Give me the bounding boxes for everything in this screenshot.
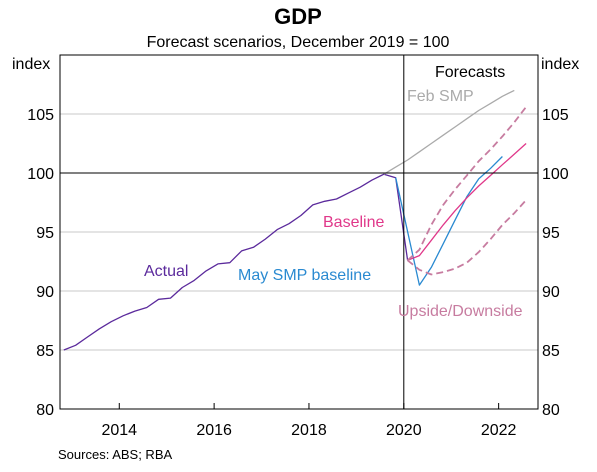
y-tick-label: 100 — [542, 166, 569, 183]
series-line-feb-smp — [383, 89, 515, 175]
y-tick-label: 80 — [36, 402, 54, 419]
annotation-upside-downside: Upside/Downside — [398, 303, 523, 320]
reference-lines — [60, 55, 538, 409]
x-tick-label: 2016 — [196, 422, 232, 439]
x-tick-label: 2020 — [386, 422, 422, 439]
plot-frame — [59, 54, 539, 410]
x-tick-label: 2018 — [291, 422, 327, 439]
annotation-may-smp: May SMP baseline — [238, 267, 371, 284]
series-line-actual — [63, 173, 409, 351]
series-line-downside — [407, 199, 527, 276]
x-ticks: 2014 2016 2018 2020 2022 — [101, 403, 517, 439]
y-tick-label: 85 — [542, 343, 560, 360]
series-lines — [63, 89, 527, 351]
y-tick-label: 105 — [27, 107, 54, 124]
y-unit-left: index — [12, 56, 50, 73]
y-tick-label: 95 — [36, 225, 54, 242]
source-note: Sources: ABS; RBA — [58, 447, 172, 462]
x-tick-label: 2022 — [481, 422, 517, 439]
series-line-baseline — [407, 143, 527, 261]
y-tick-label: 95 — [542, 225, 560, 242]
y-tick-label: 100 — [27, 166, 54, 183]
y-tick-label: 90 — [542, 284, 560, 301]
x-tick-label: 2014 — [101, 422, 137, 439]
annotation-baseline: Baseline — [323, 214, 384, 231]
chart-subtitle: Forecast scenarios, December 2019 = 100 — [147, 34, 450, 51]
y-tick-label: 90 — [36, 284, 54, 301]
y-tick-label: 85 — [36, 343, 54, 360]
series-line-upside — [406, 106, 527, 261]
y-ticks-right: 80 85 90 95 100 105 — [542, 107, 569, 419]
chart-title: GDP — [274, 4, 322, 29]
gridlines — [60, 113, 538, 351]
forecasts-label: Forecasts — [435, 64, 505, 81]
y-ticks-left: 80 85 90 95 100 105 — [27, 107, 54, 419]
annotation-actual: Actual — [144, 263, 188, 280]
series-line-may-smp-baseline — [395, 156, 503, 286]
y-unit-right: index — [541, 56, 579, 73]
y-tick-label: 80 — [542, 402, 560, 419]
y-tick-label: 105 — [542, 107, 569, 124]
annotation-feb-smp: Feb SMP — [407, 88, 474, 105]
